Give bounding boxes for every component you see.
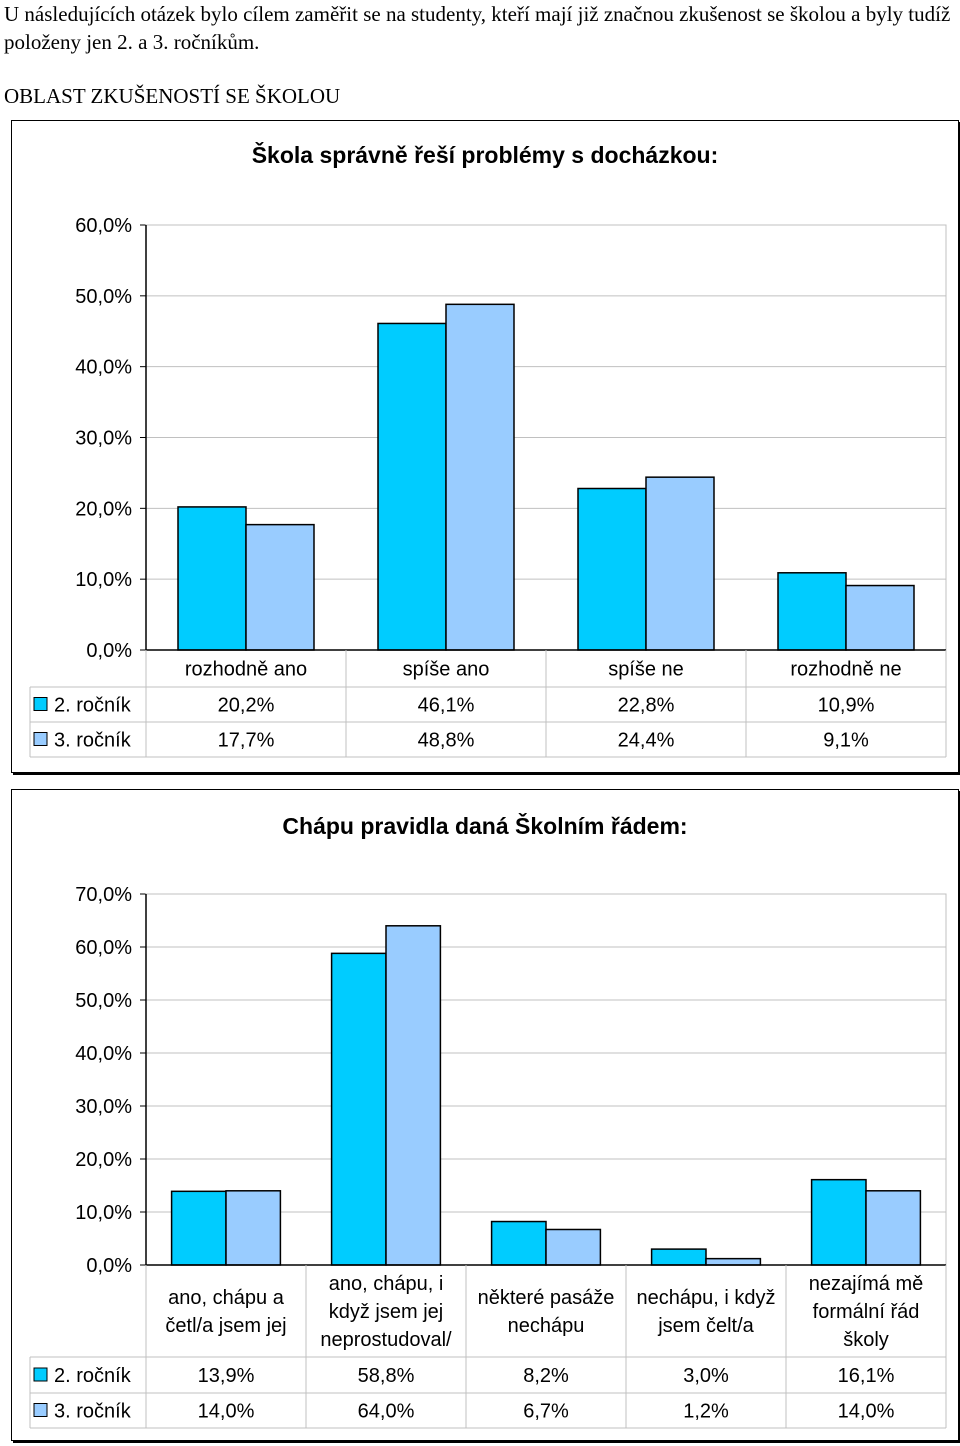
category-label: spíše ano: [403, 659, 490, 681]
bar: [490, 1220, 547, 1266]
chart-school-rules-svg: Chápu pravidla daná Školním řádem: 0,0% 10…: [29, 812, 947, 1429]
bar: [170, 1190, 227, 1266]
legend-label: 2. ročník: [54, 695, 132, 717]
data-label: 58,8%: [358, 1365, 415, 1387]
bar: [845, 584, 915, 651]
bar: [865, 1190, 922, 1266]
category-label: nechápu, i když: [637, 1287, 776, 1309]
data-label: 46,1%: [418, 695, 475, 717]
category-label: některé pasáže: [478, 1287, 615, 1309]
data-label: 16,1%: [838, 1365, 895, 1387]
y-tick-label: 70,0%: [75, 884, 132, 906]
category-label: když jsem jej: [329, 1301, 443, 1323]
category-label: nechápu: [508, 1315, 585, 1337]
category-label: spíše ne: [608, 659, 684, 681]
bar: [650, 1248, 707, 1266]
data-label: 17,7%: [218, 730, 275, 752]
y-tick-label: 50,0%: [75, 990, 132, 1012]
chart-attendance-svg: Škola správně řeší problémy s docházkou:…: [29, 141, 947, 758]
y-tick-label: 10,0%: [75, 569, 132, 591]
y-tick-label: 10,0%: [75, 1202, 132, 1224]
legend-label: 3. ročník: [54, 1401, 132, 1423]
y-tick-label: 60,0%: [75, 215, 132, 237]
chart-attendance: Škola správně řeší problémy s docházkou:…: [11, 120, 959, 773]
data-label: 6,7%: [523, 1401, 569, 1423]
bar: [225, 1190, 282, 1266]
data-label: 1,2%: [683, 1401, 729, 1423]
bar: [245, 523, 315, 651]
bar: [377, 322, 447, 651]
data-label: 22,8%: [618, 695, 675, 717]
data-label: 8,2%: [523, 1365, 569, 1387]
y-tick-label: 40,0%: [75, 357, 132, 379]
bar: [177, 506, 247, 651]
chart-school-rules: Chápu pravidla daná Školním řádem: 0,0% 10…: [11, 789, 959, 1441]
y-tick-label: 0,0%: [86, 640, 132, 662]
bar: [545, 1228, 602, 1266]
category-label: školy: [843, 1329, 889, 1351]
data-label: 24,4%: [618, 730, 675, 752]
bar: [385, 925, 442, 1266]
category-label: neprostudoval/: [320, 1329, 452, 1351]
data-label: 20,2%: [218, 695, 275, 717]
bar: [705, 1257, 762, 1266]
bar: [777, 572, 847, 651]
bar: [445, 303, 515, 651]
category-label: ano, chápu, i: [329, 1273, 444, 1295]
data-label: 14,0%: [838, 1401, 895, 1423]
y-tick-label: 60,0%: [75, 937, 132, 959]
category-label: jsem čelt/a: [657, 1315, 754, 1337]
legend-key: [33, 697, 48, 711]
legend-label: 3. ročník: [54, 730, 132, 752]
category-label: rozhodně ano: [185, 659, 307, 681]
y-tick-label: 50,0%: [75, 286, 132, 308]
chart-title: Chápu pravidla daná Školním řádem:: [282, 812, 687, 839]
category-label: ano, chápu a: [168, 1287, 285, 1309]
data-label: 14,0%: [198, 1401, 255, 1423]
y-tick-label: 20,0%: [75, 1149, 132, 1171]
bar: [645, 476, 715, 651]
data-label: 13,9%: [198, 1365, 255, 1387]
data-label: 9,1%: [823, 730, 869, 752]
category-label: rozhodně ne: [790, 659, 901, 681]
legend-key: [33, 1367, 48, 1382]
category-label: formální řád: [813, 1301, 920, 1323]
bar: [330, 952, 387, 1266]
bar: [810, 1178, 867, 1266]
y-tick-label: 30,0%: [75, 428, 132, 450]
category-label: nezajímá mě: [809, 1273, 924, 1295]
data-label: 48,8%: [418, 730, 475, 752]
y-tick-label: 30,0%: [75, 1096, 132, 1118]
y-tick-label: 20,0%: [75, 498, 132, 520]
chart-title: Škola správně řeší problémy s docházkou:: [252, 141, 719, 168]
legend-key: [33, 1403, 48, 1417]
y-tick-label: 40,0%: [75, 1043, 132, 1065]
bar: [577, 487, 647, 651]
intro-paragraph: U následujících otázek bylo cílem zaměři…: [4, 2, 951, 54]
data-label: 10,9%: [818, 695, 875, 717]
data-label: 64,0%: [358, 1401, 415, 1423]
data-label: 3,0%: [683, 1365, 729, 1387]
section-heading: OBLAST ZKUŠENOSTÍ SE ŠKOLOU: [4, 84, 341, 108]
legend-label: 2. ročník: [54, 1365, 132, 1387]
y-tick-label: 0,0%: [86, 1255, 132, 1277]
legend-key: [33, 732, 48, 746]
category-label: četl/a jsem jej: [165, 1315, 286, 1337]
